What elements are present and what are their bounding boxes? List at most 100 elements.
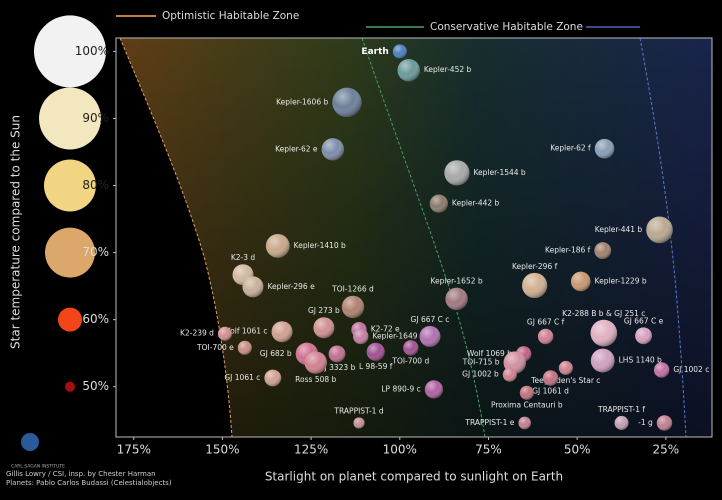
planet-label: Teegarden's Star c (530, 376, 600, 385)
planet-label: Kepler-62 f (550, 144, 591, 153)
planet-label: Kepler-452 b (424, 65, 472, 74)
logo-mark (21, 433, 39, 451)
planet-label: LP 890-9 c (381, 384, 420, 393)
planet-shade (424, 380, 443, 399)
y-tick-label: 70% (82, 245, 109, 259)
planet-shade (519, 385, 534, 400)
planet-shade (537, 328, 554, 345)
star-swatch (45, 227, 95, 278)
planet-shade (653, 362, 670, 378)
star-swatch (34, 15, 106, 88)
planet-label: Kepler-296 e (267, 282, 315, 291)
planet-label: TOI-700 e (196, 343, 234, 352)
planet-label: Kepler-1606 b (276, 97, 328, 106)
planet-shade (271, 321, 293, 343)
zone-label: Optimistic Habitable Zone (162, 10, 299, 22)
x-tick-label: 175% (117, 443, 151, 457)
planet-shade (397, 58, 420, 82)
planet-label: Earth (361, 47, 388, 57)
planet-shade (614, 415, 629, 430)
planet-label: GJ 273 b (308, 306, 340, 315)
planet-shade (419, 325, 441, 347)
x-tick-label: 25% (653, 443, 680, 457)
planet-label: K2-72 e (371, 325, 400, 334)
planet-shade (392, 44, 407, 59)
planet-shade (445, 287, 468, 311)
planet-shade (332, 87, 362, 118)
planet-label: -1 g (638, 418, 653, 427)
planet-label: GJ 1002 c (673, 365, 709, 374)
x-tick-label: 125% (294, 443, 328, 457)
planet-label: Proxima Centauri b (491, 401, 563, 410)
conservative-boundary (639, 38, 687, 437)
planet-shade (237, 340, 252, 355)
planet-label: K2-3 d (231, 253, 256, 262)
planet-label: LHS 1140 b (619, 356, 662, 365)
planet-label: GJ 3323 b (319, 363, 356, 372)
credit: Gillis Lowry / CSI, insp. by Chester Har… (6, 470, 156, 478)
credit: Planets: Pablo Carlos Budassi (Celestial… (6, 479, 172, 487)
planet-label: TOI-700 d (391, 357, 429, 366)
planet-label: GJ 1061 c (224, 373, 260, 382)
planet-shade (265, 233, 290, 258)
planet-label: Kepler-62 e (275, 144, 318, 153)
planet-label: Wolf 1061 c (223, 327, 267, 336)
planet-label: Kepler-1652 b (430, 277, 482, 286)
planet-shade (429, 194, 448, 213)
planet-label: Kepler-1410 b (294, 241, 346, 250)
star-swatch (65, 381, 75, 392)
planet-label: Kepler-1544 b (474, 168, 526, 177)
planet-label: GJ 667 C f (527, 318, 565, 327)
conservative-boundary (361, 38, 486, 437)
planet-shade (558, 360, 573, 375)
planet-shade (242, 276, 264, 298)
planet-shade (518, 416, 531, 430)
planet-shade (444, 160, 470, 186)
planet-shade (570, 271, 591, 292)
planet-shade (502, 367, 517, 382)
planet-shade (590, 319, 618, 347)
plot-frame (115, 37, 713, 438)
planet-shade (264, 369, 282, 387)
planet-label: GJ 667 C c (411, 315, 450, 324)
planet-label: K2-239 d (180, 329, 214, 338)
planet-shade (321, 138, 344, 161)
planet-label: Kepler-296 f (512, 262, 558, 271)
planet-shade (656, 415, 673, 431)
planet-shade (353, 417, 365, 429)
planet-label: GJ 1061 d (532, 387, 569, 396)
y-tick-label: 50% (82, 379, 109, 393)
zones (119, 38, 712, 437)
zone-shade (120, 38, 712, 437)
x-tick-label: 150% (205, 443, 239, 457)
y-tick-label: 80% (82, 178, 109, 192)
planet-shade (341, 295, 365, 319)
planet-shade (313, 317, 335, 339)
planet-label: L 98-59 f (359, 362, 393, 371)
star-swatch (39, 87, 101, 150)
planet-label: Kepler-441 b (595, 225, 643, 234)
y-axis-title: Star temperature compared to the Sun (9, 115, 23, 349)
x-tick-label: 50% (564, 443, 591, 457)
star-swatch (44, 159, 96, 212)
planet-label: GJ 667 C e (624, 316, 664, 325)
planet-shade (542, 370, 559, 386)
planet-shade (594, 138, 615, 159)
planet-label: TOI-715 b (462, 358, 500, 367)
planet-label: Kepler-1649 c (372, 331, 424, 340)
planet-label: TRAPPIST-1 d (333, 406, 383, 415)
planet-label: GJ 1002 b (462, 370, 499, 379)
planet-label: Kepler-186 f (545, 246, 591, 255)
planet-shade (217, 326, 232, 341)
y-tick-label: 100% (75, 44, 109, 58)
planet-label: Kepler-1229 b (595, 276, 647, 285)
star-swatch (58, 307, 82, 332)
planet-label: Kepler-442 b (452, 199, 500, 208)
planet-shade (304, 351, 327, 374)
planets: Earth Kepler-452 b Kepler-1606 b Kepler-62 … (180, 44, 709, 431)
planet-shade (328, 345, 346, 363)
x-axis-title: Starlight on planet compared to sunlight… (265, 470, 563, 484)
planet-shade (353, 328, 369, 345)
